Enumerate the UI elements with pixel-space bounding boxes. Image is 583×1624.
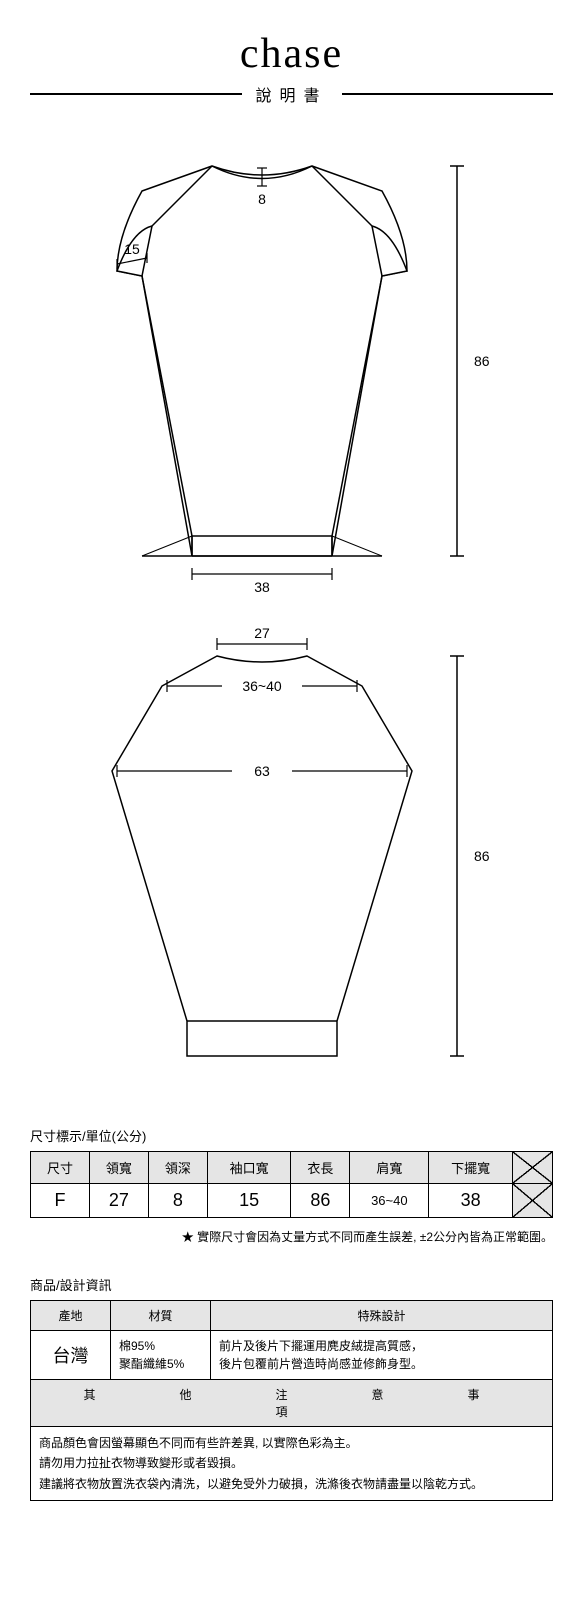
info-table: 產地 材質 特殊設計 台灣 棉95% 聚酯纖維5% 前片及後片下擺運用麂皮絨提高… <box>30 1300 553 1501</box>
col-shoulder: 肩寬 <box>350 1152 429 1184</box>
val-material-1: 棉95% <box>119 1337 202 1355</box>
note-line-2: 請勿用力拉扯衣物導致變形或者毀損。 <box>39 1453 544 1473</box>
hdr-origin: 產地 <box>31 1301 111 1331</box>
doc-title: 說明書 <box>252 82 332 106</box>
dim-shoulder: 36~40 <box>242 678 282 694</box>
col-neckw: 領寬 <box>89 1152 148 1184</box>
size-note: ★ 實際尺寸會因為丈量方式不同而產生誤差, ±2公分內皆為正常範圍。 <box>30 1228 553 1245</box>
col-neckd: 領深 <box>148 1152 207 1184</box>
val-shoulder: 36~40 <box>350 1184 429 1218</box>
back-view-diagram: 27 36~40 63 86 <box>30 626 553 1096</box>
val-origin: 台灣 <box>31 1331 111 1380</box>
val-sleeve: 15 <box>207 1184 291 1218</box>
notes-header: 其 他 注 意 事 項 <box>31 1380 553 1427</box>
col-hem: 下擺寬 <box>429 1152 513 1184</box>
col-length: 衣長 <box>291 1152 350 1184</box>
size-table: 尺寸 領寬 領深 袖口寬 衣長 肩寬 下擺寬 F 27 8 15 86 36~4… <box>30 1151 553 1218</box>
val-material-2: 聚酯纖維5% <box>119 1355 202 1373</box>
info-table-label: 商品/設計資訊 <box>30 1275 553 1294</box>
val-hem: 38 <box>429 1184 513 1218</box>
title-row: 說明書 <box>30 82 553 106</box>
val-length: 86 <box>291 1184 350 1218</box>
dim-bust: 63 <box>254 763 270 779</box>
hdr-material: 材質 <box>111 1301 211 1331</box>
note-line-1: 商品顏色會因螢幕顯色不同而有些許差異, 以實際色彩為主。 <box>39 1433 544 1453</box>
dim-sleeve: 15 <box>124 241 140 257</box>
col-sleeve: 袖口寬 <box>207 1152 291 1184</box>
dim-neck-width: 27 <box>254 626 270 641</box>
brand-logo: chase <box>30 30 553 78</box>
note-line-3: 建議將衣物放置洗衣袋內清洗，以避免受外力破損，洗滌後衣物請盡量以陰乾方式。 <box>39 1474 544 1494</box>
dim-length-front: 86 <box>474 353 490 369</box>
hdr-design: 特殊設計 <box>211 1301 553 1331</box>
size-table-label: 尺寸標示/單位(公分) <box>30 1126 553 1145</box>
val-design-2: 後片包覆前片營造時尚感並修飾身型。 <box>219 1355 544 1373</box>
val-neckw: 27 <box>89 1184 148 1218</box>
val-neckd: 8 <box>148 1184 207 1218</box>
dim-length-back: 86 <box>474 848 490 864</box>
dim-hem: 38 <box>254 579 270 595</box>
val-size: F <box>31 1184 90 1218</box>
val-design-1: 前片及後片下擺運用麂皮絨提高質感， <box>219 1337 544 1355</box>
front-view-diagram: 8 15 38 86 <box>30 136 553 596</box>
dim-neck-depth: 8 <box>258 191 266 207</box>
col-size: 尺寸 <box>31 1152 90 1184</box>
